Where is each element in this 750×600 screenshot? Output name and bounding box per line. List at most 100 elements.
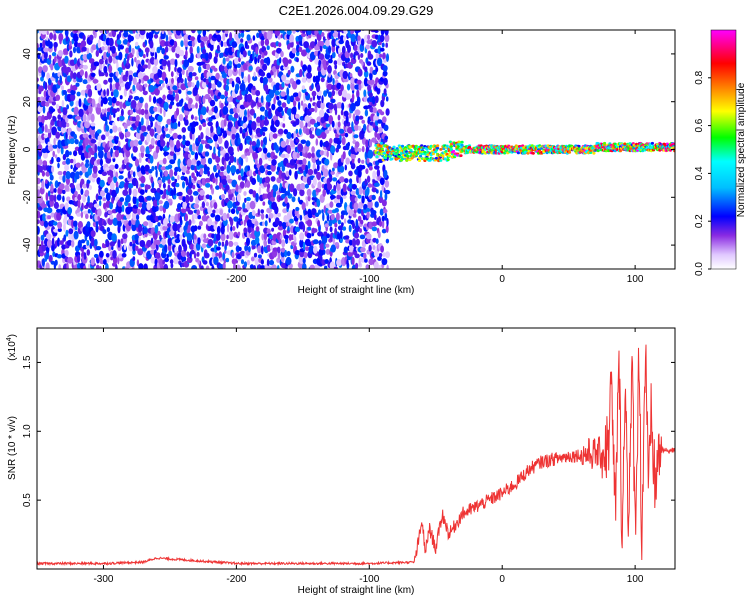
heatmap-cell [260,35,265,41]
heatmap-cell [351,183,357,190]
heatmap-cell [48,54,52,60]
heatmap-cell [367,200,373,209]
colorbar-tick-label: 0.0 [694,262,705,276]
heatmap-cell [163,263,169,269]
heatmap-cell [276,265,280,269]
heatmap-cell [94,238,98,247]
colorbar-tick-label: 0.2 [694,214,705,228]
heatmap-cell [291,196,296,203]
heatmap-cell [65,122,70,128]
heatmap-cell [359,234,366,240]
heatmap-cell [357,35,361,41]
heatmap-cell [156,124,162,134]
heatmap-cell [103,65,108,74]
heatmap-cell [64,30,69,37]
heatmap-cell [307,152,312,159]
heatmap-cell [79,69,84,76]
heatmap-cell [175,107,180,116]
heatmap-cell [228,240,234,247]
heatmap-cell [144,102,149,110]
heatmap-cell [368,165,373,171]
heatmap-cell [87,88,93,98]
heatmap-cell [153,33,159,39]
heatmap-cell [286,30,292,35]
heatmap-cell [228,60,232,66]
heatmap-cell [361,81,364,89]
heatmap-cell [77,194,82,201]
heatmap-cell [286,144,292,154]
heatmap-cell [82,133,89,139]
heatmap-cell [72,72,77,80]
heatmap-cell [162,94,166,101]
heatmap-cell [125,138,129,143]
heatmap-cell [292,80,298,90]
heatmap-cell [99,250,104,258]
heatmap-cell [323,90,328,97]
heatmap-cell [253,71,256,78]
heatmap-cell [129,35,135,42]
heatmap-cell [252,35,256,41]
heatmap-cell [236,63,242,68]
heatmap-cell [150,137,155,146]
heatmap-cell [226,164,231,174]
heatmap-cell [363,70,369,78]
heatmap-cell [242,50,247,58]
heatmap-cell [359,228,362,233]
heatmap-cell [357,147,362,153]
heatmap-cell [231,133,236,140]
heatmap-cell [383,88,387,95]
heatmap-cell [357,194,362,199]
heatmap-cell [125,47,130,54]
heatmap-cell [196,251,200,257]
heatmap-cell [244,244,249,252]
heatmap-cell [219,209,223,216]
heatmap-cell [348,224,352,233]
heatmap-cell [62,189,66,195]
heatmap-cell [64,249,69,257]
heatmap-cell [56,212,62,221]
heatmap-cell [106,227,111,233]
heatmap-cell [336,102,343,109]
heatmap-cell [264,220,268,227]
heatmap-cell [372,178,376,185]
heatmap-cell [392,145,396,149]
heatmap-cell [258,41,262,47]
heatmap-cell [53,33,57,41]
heatmap-cell [211,172,215,179]
heatmap-cell [379,177,385,186]
heatmap-cell [449,145,453,148]
heatmap-cell [248,189,254,195]
heatmap-cell [187,224,191,233]
heatmap-cell [90,150,96,156]
heatmap-cell [132,195,137,205]
heatmap-cell [336,182,341,191]
heatmap-cell [299,232,305,241]
heatmap-cell [240,168,244,177]
heatmap-cell [337,114,341,121]
heatmap-cell [121,253,127,258]
heatmap-cell [298,254,304,264]
heatmap-cell [159,40,166,47]
heatmap-cell [592,151,596,155]
heatmap-cell [114,163,119,169]
heatmap-cell [237,231,241,237]
heatmap-cell [287,69,291,76]
heatmap-cell [120,108,124,117]
heatmap-cell [184,119,189,126]
heatmap-cell [302,257,306,264]
heatmap-cell [355,115,360,122]
heatmap-cell [298,128,302,136]
heatmap-cell [135,41,139,47]
heatmap-cell [233,156,237,163]
heatmap-cell [336,30,342,33]
x-tick-label: -100 [359,274,379,285]
heatmap-cell [284,30,288,32]
heatmap-cell [186,202,191,209]
heatmap-cell [261,233,265,241]
heatmap-cell [330,145,336,154]
heatmap-cell [453,144,457,148]
heatmap-cell [322,36,326,41]
heatmap-cell [327,65,332,74]
heatmap-cell [143,263,148,269]
heatmap-cell [168,230,175,237]
